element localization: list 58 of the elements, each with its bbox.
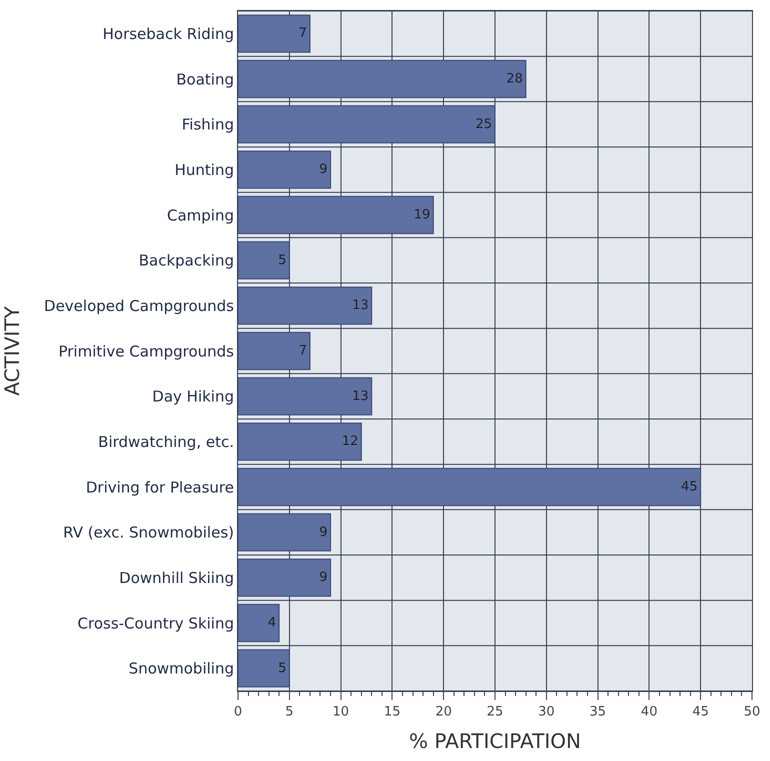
data-label: 25	[475, 116, 492, 132]
bar	[238, 468, 702, 506]
data-label: 45	[681, 480, 698, 494]
x-tick-label: 45	[692, 704, 709, 720]
bar	[238, 513, 332, 552]
data-label: 5	[278, 660, 286, 676]
y-tick-label: Developed Campgrounds	[44, 296, 234, 315]
y-tick-label: Primitive Campgrounds	[58, 342, 234, 360]
x-tick-label: 40	[640, 704, 658, 720]
data-label: 13	[352, 388, 369, 404]
data-label: 5	[278, 252, 286, 268]
y-tick-label: Day Hiking	[152, 388, 234, 406]
data-label: 7	[298, 26, 307, 42]
x-tick-label: 5	[285, 704, 294, 720]
y-tick-label: Birdwatching, etc.	[98, 432, 234, 451]
data-label: 12	[342, 434, 358, 450]
data-label: 13	[352, 298, 369, 314]
bar	[238, 241, 290, 280]
data-label: 7	[298, 344, 307, 358]
bar	[238, 422, 362, 461]
bar	[238, 332, 310, 370]
y-tick-label: Driving for Pleasure	[86, 478, 234, 496]
x-tick-label: 50	[744, 704, 760, 720]
x-axis-title: % PARTICIPATION	[409, 729, 581, 754]
y-tick-label: Backpacking	[138, 252, 234, 270]
y-tick-label: Horseback Riding	[102, 24, 234, 43]
bar	[238, 558, 332, 597]
bar	[238, 60, 526, 98]
y-tick-label: Cross-Country Skiing	[78, 614, 234, 632]
y-tick-label: RV (exc. Snowmobiles)	[63, 524, 234, 542]
x-tick-label: 0	[234, 704, 242, 720]
bar	[238, 196, 434, 234]
y-tick-label: Snowmobiling	[128, 660, 234, 678]
y-tick-label: Downhill Skiing	[119, 568, 234, 587]
y-tick-label: Boating	[176, 70, 234, 88]
bar	[238, 604, 280, 642]
data-label: 9	[319, 570, 328, 586]
bar	[238, 14, 310, 53]
y-tick-label: Hunting	[174, 160, 234, 179]
bar	[238, 150, 332, 189]
data-label: 9	[319, 524, 328, 540]
data-label: 4	[268, 616, 276, 630]
x-tick-label: 10	[332, 704, 350, 720]
data-label: 28	[506, 72, 523, 86]
x-tick-label: 25	[486, 704, 504, 720]
x-tick-label: 20	[435, 704, 452, 720]
data-label: 9	[319, 162, 328, 178]
bar	[238, 286, 372, 325]
y-tick-label: Camping	[167, 206, 234, 224]
bar	[238, 377, 372, 416]
x-tick-label: 15	[384, 704, 400, 720]
x-tick-label: 35	[590, 704, 606, 720]
bar	[238, 649, 290, 688]
y-tick-label: Fishing	[182, 116, 234, 134]
y-axis-title: ACTIVITY	[0, 306, 24, 396]
data-label: 19	[414, 208, 430, 222]
bar	[238, 105, 496, 144]
x-tick-label: 30	[538, 704, 555, 720]
